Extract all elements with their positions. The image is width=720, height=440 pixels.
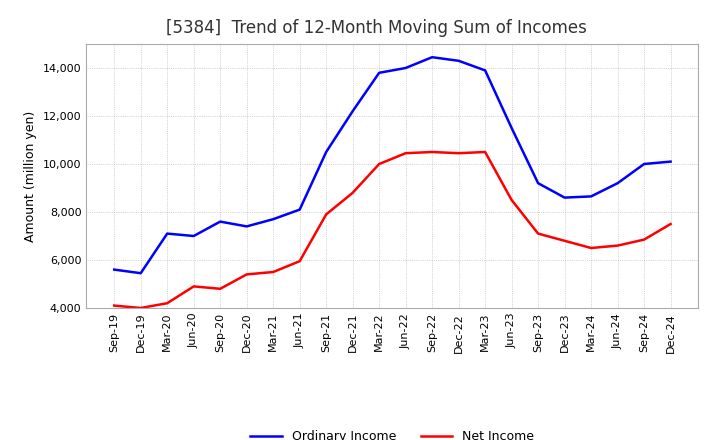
Ordinary Income: [216, 219, 225, 224]
Ordinary Income: [560, 195, 569, 200]
Ordinary Income: [666, 159, 675, 164]
Y-axis label: Amount (million yen): Amount (million yen): [24, 110, 37, 242]
Net Income: [428, 149, 436, 154]
Net Income: [269, 269, 277, 275]
Ordinary Income: [269, 216, 277, 222]
Net Income: [401, 150, 410, 156]
Ordinary Income: [428, 55, 436, 60]
Ordinary Income: [587, 194, 595, 199]
Ordinary Income: [243, 224, 251, 229]
Net Income: [560, 238, 569, 243]
Net Income: [508, 198, 516, 203]
Net Income: [666, 221, 675, 227]
Net Income: [322, 212, 330, 217]
Legend: Ordinary Income, Net Income: Ordinary Income, Net Income: [246, 425, 539, 440]
Net Income: [481, 149, 490, 154]
Net Income: [348, 190, 357, 195]
Line: Ordinary Income: Ordinary Income: [114, 57, 670, 273]
Ordinary Income: [375, 70, 384, 75]
Line: Net Income: Net Income: [114, 152, 670, 308]
Net Income: [243, 272, 251, 277]
Text: [5384]  Trend of 12-Month Moving Sum of Incomes: [5384] Trend of 12-Month Moving Sum of I…: [166, 19, 587, 37]
Ordinary Income: [322, 149, 330, 154]
Ordinary Income: [454, 58, 463, 63]
Net Income: [216, 286, 225, 291]
Net Income: [163, 301, 171, 306]
Net Income: [295, 259, 304, 264]
Ordinary Income: [295, 207, 304, 212]
Net Income: [640, 237, 649, 242]
Net Income: [110, 303, 119, 308]
Net Income: [136, 305, 145, 311]
Ordinary Income: [613, 180, 622, 186]
Net Income: [587, 246, 595, 251]
Net Income: [375, 161, 384, 167]
Ordinary Income: [534, 180, 542, 186]
Ordinary Income: [163, 231, 171, 236]
Net Income: [454, 150, 463, 156]
Ordinary Income: [481, 68, 490, 73]
Ordinary Income: [189, 233, 198, 238]
Ordinary Income: [348, 109, 357, 114]
Ordinary Income: [640, 161, 649, 167]
Net Income: [613, 243, 622, 248]
Ordinary Income: [508, 125, 516, 131]
Net Income: [189, 284, 198, 289]
Ordinary Income: [136, 271, 145, 276]
Ordinary Income: [401, 66, 410, 71]
Net Income: [534, 231, 542, 236]
Ordinary Income: [110, 267, 119, 272]
